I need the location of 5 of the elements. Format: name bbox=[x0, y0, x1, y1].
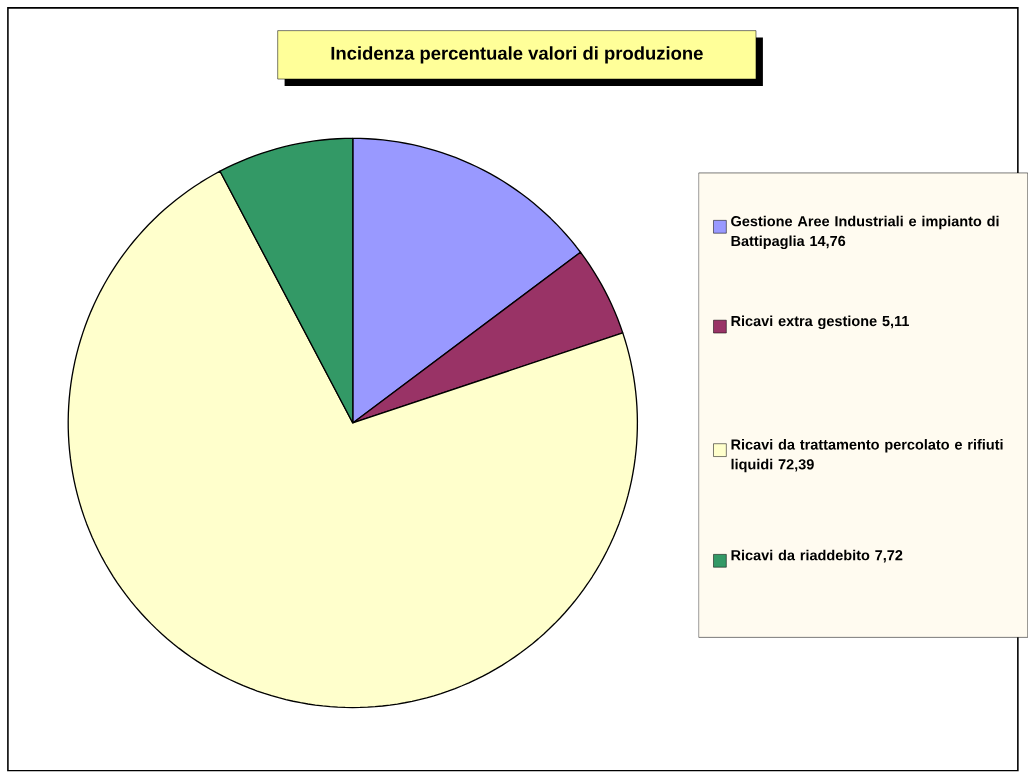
legend-label: Ricavi extra gestione 5,11 bbox=[731, 315, 909, 330]
chart-title: Incidenza percentuale valori di produzione bbox=[331, 46, 703, 64]
legend-label: Ricavi da trattamento percolato e rifiuti liquidi 72,39 bbox=[731, 439, 1003, 473]
legend-label: Gestione Aree Industriali e impianto di Battipaglia 14,76 bbox=[731, 215, 999, 250]
legend-label: Ricavi da riaddebito 7,72 bbox=[731, 549, 903, 563]
